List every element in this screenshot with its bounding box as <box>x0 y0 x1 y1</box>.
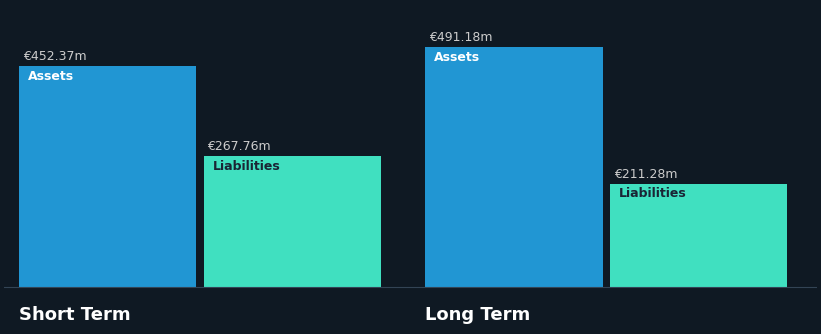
Text: Short Term: Short Term <box>19 306 131 324</box>
Text: €267.76m: €267.76m <box>208 140 271 153</box>
Text: €452.37m: €452.37m <box>23 50 86 63</box>
Text: Long Term: Long Term <box>425 306 530 324</box>
FancyBboxPatch shape <box>610 184 787 287</box>
FancyBboxPatch shape <box>19 66 196 287</box>
Text: Liabilities: Liabilities <box>619 187 686 200</box>
FancyBboxPatch shape <box>425 47 603 287</box>
FancyBboxPatch shape <box>204 156 381 287</box>
Text: Liabilities: Liabilities <box>213 160 280 173</box>
Text: Assets: Assets <box>434 51 480 64</box>
Text: €211.28m: €211.28m <box>613 168 677 181</box>
Text: Assets: Assets <box>28 70 74 83</box>
Text: €491.18m: €491.18m <box>429 31 493 44</box>
